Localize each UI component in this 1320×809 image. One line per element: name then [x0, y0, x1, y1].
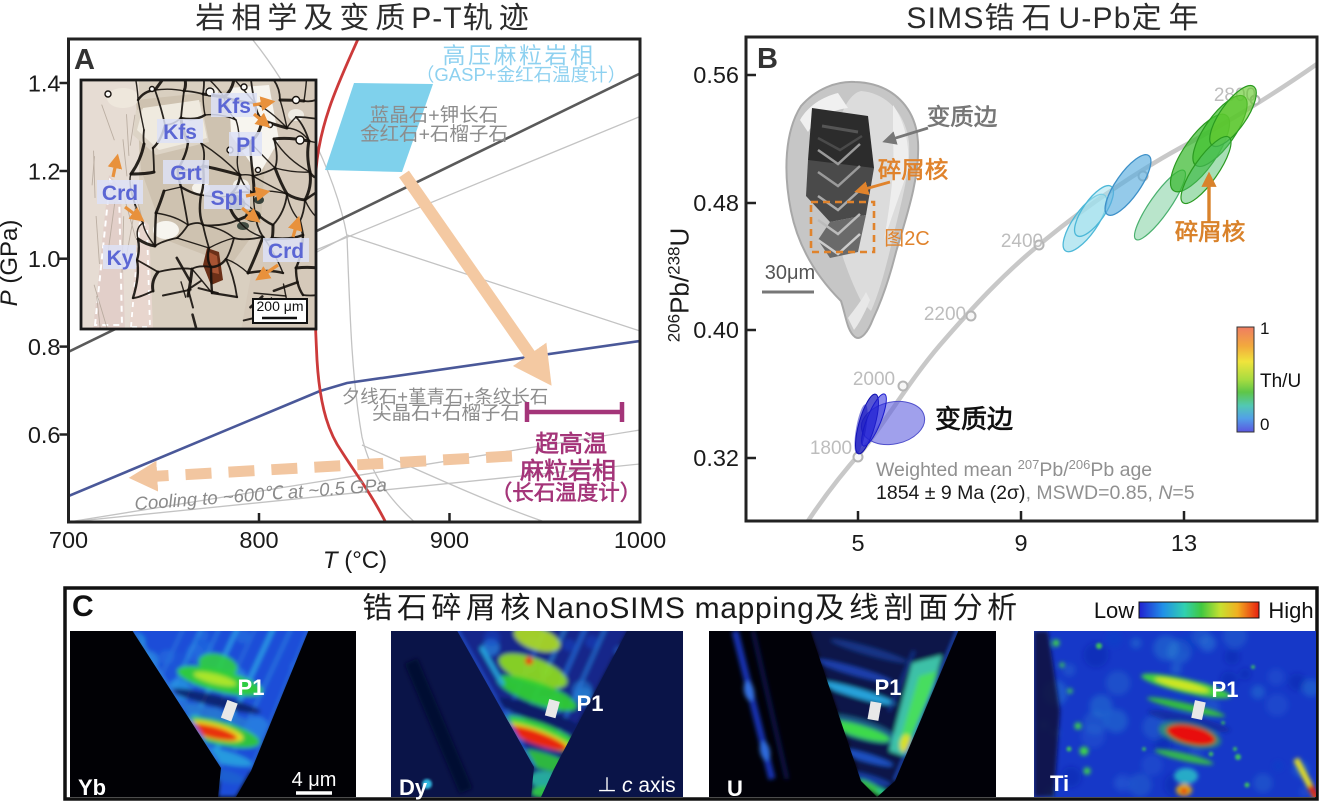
svg-text:+: +: [419, 124, 430, 146]
svg-text:5: 5: [851, 530, 864, 556]
svg-text:U: U: [727, 776, 743, 801]
svg-text:0.48: 0.48: [693, 190, 739, 216]
svg-text:+: +: [428, 105, 439, 127]
svg-text:1854 ± 9 Ma (2σ), MSWD=0.85, N: 1854 ± 9 Ma (2σ), MSWD=0.85, N=5: [876, 482, 1195, 504]
svg-text:C: C: [72, 590, 94, 623]
svg-text:Ky: Ky: [107, 247, 134, 270]
svg-text:0: 0: [1260, 415, 1269, 434]
svg-text:2C: 2C: [904, 228, 930, 250]
svg-text:P1: P1: [577, 691, 604, 716]
svg-text:B: B: [757, 43, 778, 75]
svg-text:Th/U: Th/U: [1260, 371, 1301, 392]
svg-text:P (GPa): P (GPa): [0, 220, 23, 307]
svg-text:Yb: Yb: [78, 775, 106, 800]
svg-text:13: 13: [1171, 530, 1197, 556]
svg-text:+: +: [431, 403, 442, 425]
svg-text:P1: P1: [1212, 677, 1239, 702]
svg-text:30μm: 30μm: [765, 262, 815, 284]
svg-text:1000: 1000: [614, 527, 666, 553]
svg-text:1800: 1800: [810, 438, 852, 459]
svg-text:+: +: [464, 386, 475, 407]
svg-text:Low: Low: [1094, 598, 1134, 623]
svg-text:SIMS: SIMS: [906, 2, 984, 35]
svg-text:T (°C): T (°C): [323, 547, 387, 574]
svg-text:Crd: Crd: [102, 182, 138, 205]
svg-text:Kfs: Kfs: [217, 95, 251, 118]
svg-text:1.2: 1.2: [28, 159, 61, 185]
svg-text:Grt: Grt: [170, 162, 202, 185]
svg-text:Spl: Spl: [211, 187, 244, 210]
svg-text:700: 700: [49, 527, 88, 553]
svg-text:1.0: 1.0: [28, 246, 61, 272]
svg-text:High: High: [1268, 598, 1313, 623]
svg-text:2000: 2000: [853, 369, 895, 390]
svg-text:9: 9: [1014, 530, 1027, 556]
svg-text:0.8: 0.8: [28, 334, 61, 360]
svg-text:1: 1: [1260, 319, 1269, 338]
svg-text:0.56: 0.56: [693, 62, 739, 88]
svg-text:A: A: [74, 44, 95, 76]
svg-text:NanoSIMS mapping: NanoSIMS mapping: [535, 592, 815, 625]
svg-text:U-Pb: U-Pb: [1059, 2, 1132, 35]
svg-text:0.32: 0.32: [693, 445, 739, 471]
svg-text:800: 800: [239, 527, 278, 553]
svg-text:1.4: 1.4: [28, 71, 61, 97]
svg-text:P1: P1: [238, 675, 265, 700]
svg-text:900: 900: [430, 527, 469, 553]
svg-text:Kfs: Kfs: [163, 121, 197, 144]
svg-text:c axis: c axis: [622, 774, 676, 797]
svg-text:0.6: 0.6: [28, 422, 61, 448]
svg-text:Dy: Dy: [399, 775, 428, 800]
svg-text:2200: 2200: [924, 304, 966, 325]
svg-text:0.40: 0.40: [693, 317, 739, 343]
svg-text:P1: P1: [875, 675, 902, 700]
svg-text:2400: 2400: [1001, 231, 1043, 252]
svg-text:Weighted mean 207Pb/206Pb age: Weighted mean 207Pb/206Pb age: [876, 457, 1152, 482]
svg-text:200 μm: 200 μm: [257, 298, 304, 314]
svg-text:+: +: [397, 386, 408, 407]
svg-text:Crd: Crd: [268, 240, 304, 263]
svg-text:4 μm: 4 μm: [292, 769, 337, 791]
svg-text:Pl: Pl: [236, 134, 256, 157]
svg-text:P-T: P-T: [411, 2, 462, 35]
svg-text:Ti: Ti: [1050, 771, 1069, 796]
svg-text:GASP+: GASP+: [434, 64, 496, 85]
